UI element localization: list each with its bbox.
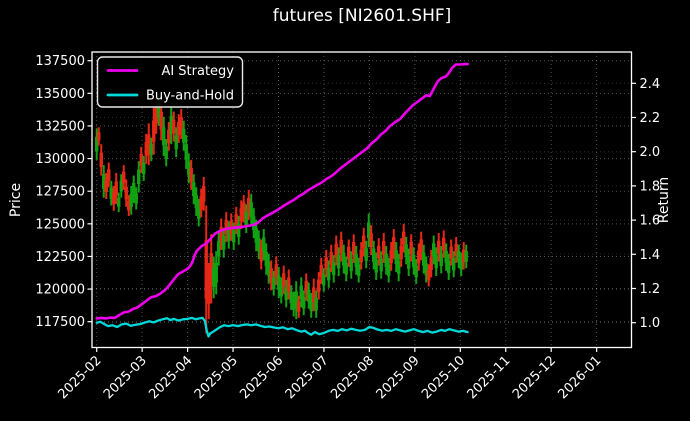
return-tick-label: 1.8 <box>640 179 661 194</box>
right-axis-title: Return <box>656 177 672 223</box>
chart-title: futures [NI2601.SHF] <box>272 6 452 26</box>
x-tick-label: 2026-01 <box>555 353 604 402</box>
price-tick-label: 135000 <box>35 87 85 102</box>
return-tick-label: 2.4 <box>640 77 661 92</box>
x-tick-label: 2025-09 <box>374 353 423 402</box>
return-tick-label: 1.0 <box>640 316 661 331</box>
price-tick-label: 130000 <box>35 152 85 167</box>
price-tick-label: 117500 <box>35 315 85 330</box>
return-tick-label: 1.2 <box>640 282 661 297</box>
legend-label-1: Buy-and-Hold <box>146 89 234 104</box>
x-tick-label: 2025-11 <box>465 353 514 402</box>
left-axis-title: Price <box>8 183 24 217</box>
x-tick-label: 2025-10 <box>419 353 468 402</box>
price-tick-label: 120000 <box>35 283 85 298</box>
return-tick-label: 1.4 <box>640 248 661 263</box>
price-tick-label: 137500 <box>35 54 85 69</box>
x-tick-label: 2025-04 <box>146 353 195 402</box>
plot-border <box>91 51 633 349</box>
return-tick-label: 1.6 <box>640 214 661 229</box>
buy-and-hold-line <box>95 316 469 338</box>
x-tick-label: 2025-12 <box>510 353 559 402</box>
price-tick-label: 132500 <box>35 119 85 134</box>
ai-strategy-line <box>95 62 469 320</box>
return-tick-label: 2.0 <box>640 145 661 160</box>
x-tick-label: 2025-05 <box>192 353 241 402</box>
price-tick-label: 122500 <box>35 250 85 265</box>
x-tick-label: 2025-07 <box>283 353 332 402</box>
x-tick-label: 2025-03 <box>101 353 150 402</box>
x-tick-label: 2025-06 <box>237 353 286 402</box>
price-tick-label: 127500 <box>35 185 85 200</box>
x-tick-label: 2025-08 <box>328 353 377 402</box>
return-tick-label: 2.2 <box>640 111 661 126</box>
price-tick-label: 125000 <box>35 217 85 232</box>
legend-label-0: AI Strategy <box>161 64 234 79</box>
x-tick-label: 2025-02 <box>56 353 105 402</box>
